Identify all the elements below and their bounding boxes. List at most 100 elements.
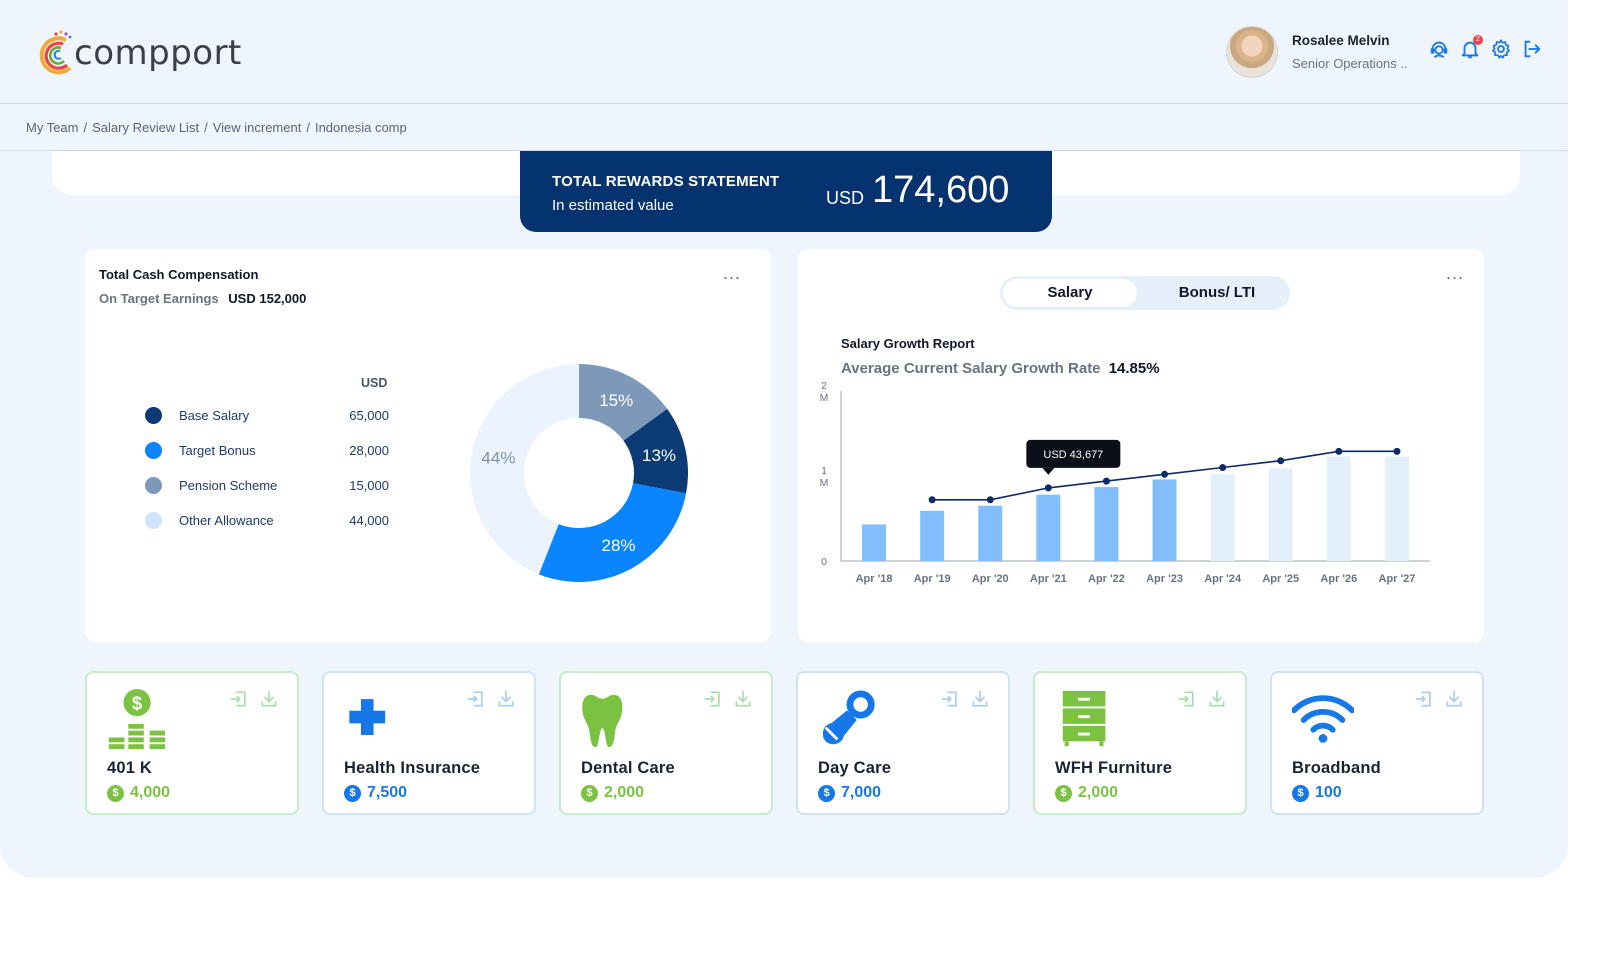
legend-label: Target Bonus <box>179 443 256 458</box>
total-rewards-currency: USD <box>826 188 865 208</box>
import-icon[interactable] <box>466 689 486 709</box>
line-point[interactable] <box>1102 477 1110 485</box>
dollar-coin-icon: $ <box>581 784 598 802</box>
line-point[interactable] <box>986 496 994 504</box>
donut-slice[interactable] <box>538 483 687 582</box>
legend-swatch <box>145 477 162 494</box>
legend-item: Target Bonus 28,000 <box>145 441 389 461</box>
legend-label: Base Salary <box>179 408 250 423</box>
bar[interactable] <box>1384 456 1409 561</box>
download-icon[interactable] <box>1444 689 1464 709</box>
legend-value: 15,000 <box>349 478 389 493</box>
y-tick-label: M <box>820 392 829 404</box>
notification-badge: 2 <box>1473 35 1483 45</box>
legend-value: 65,000 <box>349 408 389 423</box>
total-rewards-title: TOTAL REWARDS STATEMENT <box>552 173 780 190</box>
benefit-amount: $ 100 <box>1292 784 1342 802</box>
x-tick-label: Apr '24 <box>1204 573 1242 585</box>
line-point[interactable] <box>1219 464 1227 471</box>
bar[interactable] <box>862 524 887 561</box>
legend-value: 44,000 <box>349 513 389 528</box>
legend-header: USD <box>361 376 388 390</box>
line-point[interactable] <box>1161 470 1169 478</box>
more-options-button[interactable]: ... <box>723 263 742 283</box>
line-point[interactable] <box>1393 447 1401 455</box>
medical-cross-icon <box>349 699 386 736</box>
legend-item: Base Salary 65,000 <box>145 406 389 426</box>
breadcrumb-item-my-team[interactable]: My Team <box>26 119 79 135</box>
benefit-amount: $ 4,000 <box>107 784 170 802</box>
benefit-name: 401 K <box>107 759 153 777</box>
svg-text:$: $ <box>132 692 142 713</box>
ote-value: USD 152,000 <box>228 291 307 306</box>
import-icon[interactable] <box>940 689 960 709</box>
benefit-actions <box>229 689 279 709</box>
notification-bell[interactable]: 2 <box>1459 35 1483 60</box>
donut-slice-label: 13% <box>642 446 676 465</box>
benefit-amount-value: 7,000 <box>841 784 882 801</box>
legend-swatch <box>145 442 162 459</box>
more-options-button[interactable]: ... <box>1446 263 1465 283</box>
user-profile[interactable]: Rosalee Melvin Senior Operations .. <box>1226 26 1408 78</box>
download-icon[interactable] <box>970 689 990 709</box>
bar[interactable] <box>1268 468 1293 561</box>
total-rewards-banner: TOTAL REWARDS STATEMENT In estimated val… <box>520 151 1052 232</box>
growth-rate-label: Average Current Salary Growth Rate <box>841 360 1101 377</box>
benefit-name: WFH Furniture <box>1055 759 1173 777</box>
benefit-card[interactable]: Dental Care $ 2,000 <box>559 671 773 815</box>
donut-slice[interactable] <box>623 408 688 494</box>
import-icon[interactable] <box>1177 689 1197 709</box>
download-icon[interactable] <box>733 689 753 709</box>
pacifier-icon <box>822 690 875 745</box>
tab-salary[interactable]: Salary <box>1003 279 1137 307</box>
compensation-donut-chart: 44% 15% 13% 28% <box>470 364 688 582</box>
gear-icon[interactable] <box>1490 38 1512 60</box>
bar[interactable] <box>920 510 945 561</box>
avatar[interactable] <box>1226 26 1278 78</box>
legend-swatch <box>145 512 162 529</box>
support-agent-icon[interactable] <box>1428 38 1450 60</box>
bar[interactable] <box>1036 494 1061 561</box>
breadcrumb-item-view-increment[interactable]: View increment <box>212 119 302 135</box>
import-icon[interactable] <box>1414 689 1434 709</box>
line-point[interactable] <box>1277 457 1285 465</box>
benefit-name: Dental Care <box>581 759 675 777</box>
breadcrumb-item-current: Indonesia comp <box>314 119 407 135</box>
benefit-amount-value: 4,000 <box>130 784 171 801</box>
line-point[interactable] <box>1044 484 1052 492</box>
benefit-card[interactable]: WFH Furniture $ 2,000 <box>1033 671 1247 815</box>
donut-slice[interactable] <box>470 364 579 575</box>
download-icon[interactable] <box>496 689 516 709</box>
breadcrumb-item-salary-review-list[interactable]: Salary Review List <box>92 119 200 135</box>
bar[interactable] <box>1094 487 1119 561</box>
tab-bonus-lti[interactable]: Bonus/ LTI <box>1178 284 1256 301</box>
salary-bonus-toggle: Salary Bonus/ LTI <box>1000 276 1290 310</box>
header-actions: 2 <box>1428 35 1543 60</box>
line-point[interactable] <box>1335 447 1343 455</box>
import-icon[interactable] <box>229 689 249 709</box>
benefit-card[interactable]: $ 401 K $ 4,000 <box>85 671 299 815</box>
benefit-card[interactable]: Health Insurance $ 7,500 <box>322 671 536 815</box>
benefit-card[interactable]: Broadband $ 100 <box>1270 671 1484 815</box>
x-tick-label: Apr '19 <box>914 573 951 585</box>
bar[interactable] <box>1326 456 1351 561</box>
compport-logo[interactable]: compport <box>36 28 242 78</box>
card-title: Total Cash Compensation <box>99 267 259 282</box>
legend-label: Pension Scheme <box>179 478 278 493</box>
chart-tooltip: USD 43,677 <box>1026 439 1121 475</box>
line-point[interactable] <box>928 496 936 504</box>
wifi-icon <box>1292 695 1354 743</box>
logout-icon[interactable] <box>1521 38 1543 60</box>
bar[interactable] <box>1210 474 1235 561</box>
import-icon[interactable] <box>703 689 723 709</box>
benefit-card[interactable]: Day Care $ 7,000 <box>796 671 1010 815</box>
download-icon[interactable] <box>259 689 279 709</box>
total-rewards-subtitle: In estimated value <box>552 197 674 214</box>
donut-slice-label: 44% <box>481 449 515 468</box>
donut-slice[interactable] <box>579 364 668 441</box>
download-icon[interactable] <box>1207 689 1227 709</box>
benefit-actions <box>940 689 990 709</box>
drawer-cabinet-icon <box>1062 690 1106 747</box>
bar[interactable] <box>1152 479 1177 561</box>
bar[interactable] <box>978 505 1003 561</box>
